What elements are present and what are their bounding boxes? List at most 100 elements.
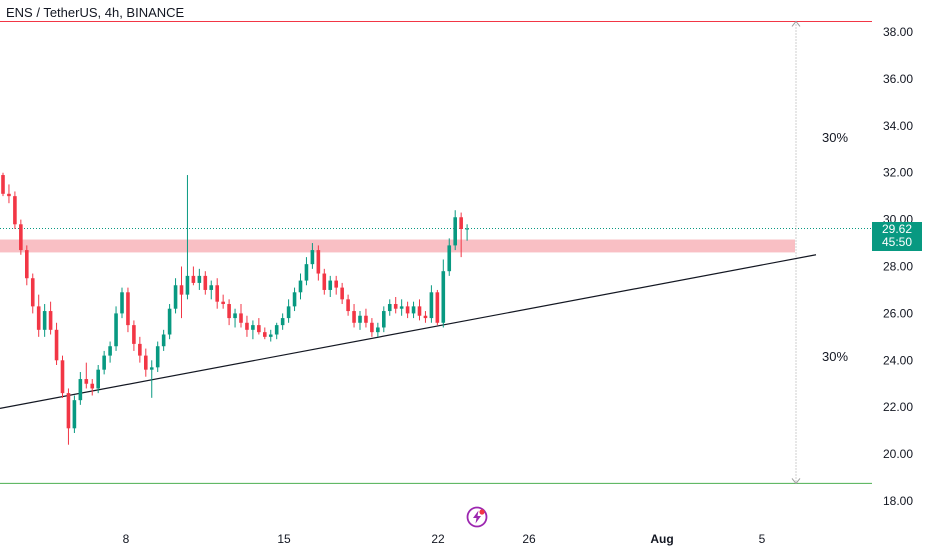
candle-body: [417, 306, 422, 316]
candle[interactable]: [197, 268, 202, 290]
candle[interactable]: [316, 245, 321, 281]
candle[interactable]: [144, 348, 148, 377]
y-axis-tick-label: 24.00: [883, 353, 913, 367]
candle-body: [286, 306, 291, 319]
candle[interactable]: [215, 278, 219, 309]
candle[interactable]: [411, 301, 416, 319]
candle[interactable]: [304, 257, 309, 286]
candle[interactable]: [185, 175, 190, 300]
candle[interactable]: [102, 350, 106, 375]
candle[interactable]: [149, 360, 154, 398]
candle[interactable]: [179, 266, 184, 319]
candle[interactable]: [387, 299, 392, 316]
candle[interactable]: [346, 294, 350, 316]
candle[interactable]: [292, 287, 297, 312]
candle[interactable]: [364, 308, 368, 328]
candle[interactable]: [441, 259, 446, 328]
candle[interactable]: [263, 327, 267, 340]
candle[interactable]: [286, 299, 291, 323]
candle[interactable]: [227, 299, 231, 326]
candle-body: [459, 217, 463, 229]
x-axis-tick-label: 22: [431, 532, 445, 546]
candle[interactable]: [167, 304, 172, 340]
candle[interactable]: [239, 304, 243, 328]
candle[interactable]: [370, 318, 374, 337]
candle[interactable]: [382, 306, 386, 333]
candle[interactable]: [126, 287, 130, 333]
candle[interactable]: [298, 273, 303, 300]
candle[interactable]: [352, 304, 356, 328]
tradingview-flash-icon[interactable]: [466, 506, 488, 528]
candle-body: [36, 306, 41, 330]
candle[interactable]: [66, 388, 71, 445]
candle[interactable]: [173, 278, 178, 314]
candle-body: [227, 304, 231, 319]
candle[interactable]: [257, 318, 261, 335]
candle[interactable]: [465, 224, 469, 241]
candle[interactable]: [393, 296, 398, 314]
candle[interactable]: [54, 322, 59, 365]
candle-body: [144, 355, 148, 370]
candle[interactable]: [399, 299, 404, 316]
candle[interactable]: [60, 355, 65, 398]
candle[interactable]: [221, 294, 225, 309]
candle[interactable]: [328, 275, 333, 297]
candle-body: [328, 280, 333, 290]
candle[interactable]: [459, 212, 463, 258]
candle[interactable]: [78, 372, 83, 405]
candle[interactable]: [48, 301, 53, 335]
candle-body: [66, 393, 71, 429]
candle[interactable]: [435, 289, 440, 326]
candle[interactable]: [90, 379, 95, 396]
candle[interactable]: [161, 329, 166, 351]
candle[interactable]: [132, 320, 136, 351]
candle[interactable]: [42, 304, 47, 337]
candle-body: [102, 355, 106, 370]
candle[interactable]: [245, 315, 249, 337]
resistance-zone[interactable]: [0, 239, 795, 253]
candle[interactable]: [405, 301, 410, 319]
candle[interactable]: [322, 268, 327, 295]
candle[interactable]: [13, 191, 17, 229]
candle[interactable]: [340, 282, 344, 305]
candle-body: [274, 325, 279, 335]
candle-body: [48, 311, 53, 330]
candle[interactable]: [453, 210, 457, 251]
candle[interactable]: [108, 341, 112, 363]
candle[interactable]: [280, 313, 285, 330]
candle[interactable]: [25, 245, 29, 286]
candle[interactable]: [447, 238, 452, 276]
candle-body: [90, 383, 95, 389]
candle[interactable]: [96, 364, 100, 394]
candle[interactable]: [251, 320, 255, 340]
candle[interactable]: [155, 341, 160, 373]
candle[interactable]: [423, 311, 428, 323]
candle[interactable]: [429, 285, 434, 323]
candle-body: [161, 334, 166, 347]
candle[interactable]: [138, 336, 142, 363]
candle[interactable]: [203, 271, 208, 295]
candle[interactable]: [1, 172, 5, 197]
candle[interactable]: [376, 322, 380, 337]
candle[interactable]: [417, 299, 422, 321]
candle[interactable]: [233, 308, 237, 328]
candle[interactable]: [310, 243, 315, 269]
candle[interactable]: [191, 266, 196, 286]
candle[interactable]: [358, 311, 362, 330]
candle-body: [42, 311, 47, 330]
candle[interactable]: [84, 362, 89, 389]
candle[interactable]: [72, 395, 77, 433]
candle[interactable]: [209, 280, 214, 300]
candle[interactable]: [120, 287, 124, 319]
candle[interactable]: [268, 329, 273, 342]
candle[interactable]: [19, 219, 23, 255]
candle[interactable]: [7, 184, 11, 204]
candle[interactable]: [274, 322, 279, 340]
candle[interactable]: [114, 306, 118, 351]
candle[interactable]: [334, 275, 338, 295]
candle[interactable]: [30, 273, 35, 314]
candle-body: [179, 285, 184, 295]
ascending-trendline[interactable]: [0, 254, 817, 409]
candle[interactable]: [36, 294, 41, 337]
